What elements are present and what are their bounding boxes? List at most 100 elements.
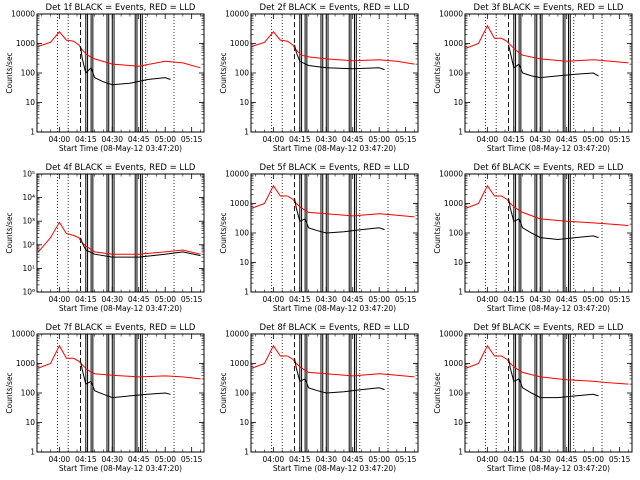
plot-area	[466, 334, 629, 452]
x-tick-label: 04:45	[342, 135, 364, 144]
y-tick-label: 100	[235, 229, 250, 238]
y-tick-label: 10⁴	[22, 193, 35, 202]
y-tick-label: 1000	[444, 39, 463, 48]
y-axis-label: Counts/sec	[5, 212, 14, 253]
axes-frame	[250, 333, 419, 453]
x-tick-label: 04:30	[315, 135, 337, 144]
x-tick-label: 05:15	[181, 295, 203, 304]
x-tick-label: 04:15	[289, 135, 311, 144]
y-axis-label: Counts/sec	[433, 212, 442, 253]
plot-area	[466, 174, 629, 292]
y-tick-label: 100	[235, 69, 250, 78]
x-axis-label: Start Time (08-May-12 03:47:20)	[59, 144, 182, 153]
x-tick-label: 05:00	[154, 135, 176, 144]
y-tick-label: 10	[25, 418, 35, 427]
x-tick-label: 04:00	[477, 135, 499, 144]
y-tick-label: 10	[25, 98, 35, 107]
detector-panel: Det 3f BLACK = Events, RED = LLD 1 10 100 10…	[433, 3, 633, 153]
x-tick-label: 04:00	[477, 455, 499, 464]
y-tick-label: 100	[235, 389, 250, 398]
x-tick-label: 04:45	[342, 455, 364, 464]
y-tick-label: 10⁵	[22, 170, 35, 179]
y-tick-label: 1	[244, 448, 249, 457]
y-tick-label: 10000	[439, 170, 463, 179]
lld-series-line	[466, 344, 629, 385]
axes-frame	[250, 173, 419, 293]
events-series-line	[80, 237, 201, 258]
x-tick-label: 05:15	[395, 455, 417, 464]
y-tick-label: 1	[30, 128, 35, 137]
y-tick-label: 1000	[444, 199, 463, 208]
detector-panel: Det 2f BLACK = Events, RED = LLD 1 10 100 10…	[219, 3, 419, 153]
x-tick-label: 04:45	[128, 295, 150, 304]
y-tick-label: 1000	[230, 359, 249, 368]
y-tick-label: 100	[21, 389, 36, 398]
lld-series-line	[252, 31, 415, 65]
plot-area	[252, 174, 415, 292]
y-tick-label: 10000	[11, 10, 35, 19]
x-tick-label: 04:15	[503, 455, 525, 464]
y-axis-label: Counts/sec	[219, 52, 228, 93]
y-tick-label: 10	[453, 418, 463, 427]
axes-frame	[464, 13, 633, 133]
x-tick-label: 04:00	[49, 455, 71, 464]
y-tick-label: 100	[21, 69, 36, 78]
y-axis-label: Counts/sec	[219, 372, 228, 413]
y-tick-label: 100	[449, 229, 464, 238]
events-series-line	[294, 198, 385, 234]
x-tick-label: 05:00	[582, 455, 604, 464]
y-tick-label: 10000	[439, 330, 463, 339]
x-tick-label: 05:00	[154, 295, 176, 304]
x-tick-label: 04:15	[75, 455, 97, 464]
detector-panel: Det 9f BLACK = Events, RED = LLD 1 10 100 10…	[433, 323, 633, 473]
y-tick-label: 10²	[22, 240, 35, 249]
lld-series-line	[38, 344, 201, 380]
events-series-line	[80, 46, 171, 86]
y-tick-label: 1	[30, 448, 35, 457]
panel-title: Det 4f BLACK = Events, RED = LLD	[46, 163, 196, 173]
events-series-line	[294, 44, 385, 71]
y-axis-label: Counts/sec	[5, 52, 14, 93]
x-tick-label: 04:00	[263, 455, 285, 464]
x-tick-label: 05:00	[582, 295, 604, 304]
x-axis-label: Start Time (08-May-12 03:47:20)	[59, 464, 182, 473]
x-tick-label: 04:15	[503, 295, 525, 304]
y-tick-label: 100	[449, 69, 464, 78]
detector-panel: Det 6f BLACK = Events, RED = LLD 1 10 100 10…	[433, 163, 633, 313]
plot-area	[466, 14, 629, 132]
axes-frame	[250, 13, 419, 133]
x-tick-label: 05:15	[181, 455, 203, 464]
x-tick-label: 04:00	[49, 135, 71, 144]
lld-series-line	[252, 344, 415, 378]
x-tick-label: 04:00	[263, 135, 285, 144]
plot-area	[252, 334, 415, 452]
x-tick-label: 04:30	[101, 455, 123, 464]
y-tick-label: 1000	[16, 359, 35, 368]
x-tick-label: 04:15	[75, 295, 97, 304]
events-series-line	[294, 358, 385, 394]
y-tick-label: 1000	[16, 39, 35, 48]
x-tick-label: 04:00	[263, 295, 285, 304]
detector-panel: Det 7f BLACK = Events, RED = LLD 1 10 100 10…	[5, 323, 205, 473]
y-tick-label: 10	[453, 258, 463, 267]
x-axis-label: Start Time (08-May-12 03:47:20)	[273, 304, 396, 313]
events-series-line	[508, 198, 599, 241]
axes-frame	[36, 13, 205, 133]
axes-frame	[464, 173, 633, 293]
y-tick-label: 100	[449, 389, 464, 398]
y-tick-label: 10¹	[22, 264, 35, 273]
lld-series-line	[466, 184, 629, 226]
y-tick-label: 1	[458, 128, 463, 137]
y-tick-label: 10000	[225, 170, 249, 179]
panel-title: Det 1f BLACK = Events, RED = LLD	[46, 3, 196, 13]
plot-area	[37, 174, 201, 292]
x-axis-label: Start Time (08-May-12 03:47:20)	[487, 464, 610, 473]
x-tick-label: 05:15	[395, 135, 417, 144]
events-series-line	[508, 44, 599, 79]
x-tick-label: 05:15	[181, 135, 203, 144]
axes-frame	[36, 173, 205, 293]
events-series-line	[80, 361, 171, 399]
x-tick-label: 04:45	[128, 135, 150, 144]
x-tick-label: 04:30	[101, 295, 123, 304]
